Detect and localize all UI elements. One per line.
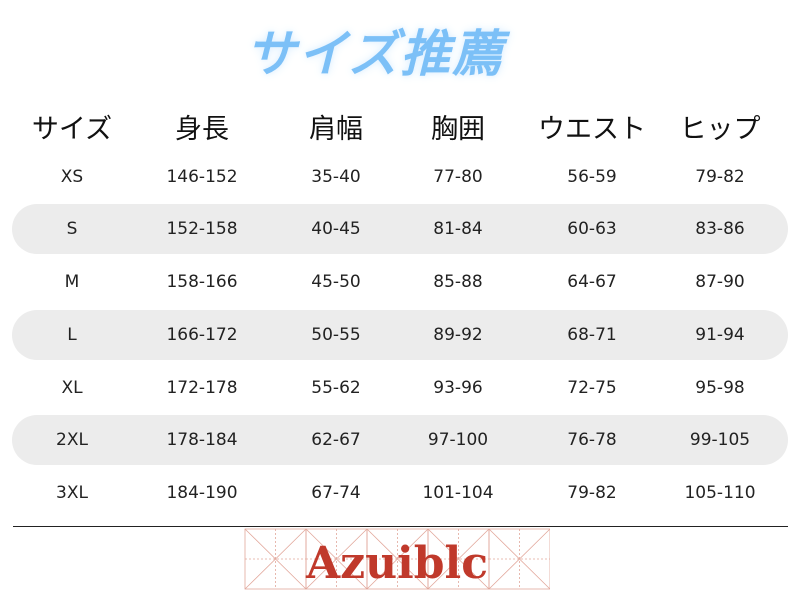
table-cell: 56-59 [567,167,617,187]
column-header: 肩幅 [309,114,363,145]
table-cell: XS [60,167,84,187]
brand-logo: Azuiblc [244,528,550,590]
table-cell: 45-50 [311,272,361,292]
table-cell: 62-67 [311,430,361,450]
table-cell: 2XL [56,430,88,450]
table-cell: M [64,272,80,292]
table-cell: 79-82 [695,167,745,187]
table-cell: 55-62 [311,378,361,398]
table-cell: 152-158 [166,219,238,239]
table-cell: 50-55 [311,325,361,345]
page-title: サイズ推薦 [245,25,505,83]
table-cell: 178-184 [166,430,238,450]
column-header: ウエスト [538,114,646,145]
table-cell: 79-82 [567,483,617,503]
table-cell: 146-152 [166,167,238,187]
table-cell: 83-86 [695,219,745,239]
table-cell: 91-94 [695,325,745,345]
table-cell: 64-67 [567,272,617,292]
table-cell: XL [61,378,83,398]
table-cell: 3XL [56,483,88,503]
table-cell: 158-166 [166,272,238,292]
table-cell: 67-74 [311,483,361,503]
table-cell: 40-45 [311,219,361,239]
table-cell: 60-63 [567,219,617,239]
row-band [12,204,788,254]
table-cell: S [66,219,78,239]
table-cell: 166-172 [166,325,238,345]
table-cell: 76-78 [567,430,617,450]
table-cell: 99-105 [689,430,751,450]
table-cell: 184-190 [166,483,238,503]
table-cell: 87-90 [695,272,745,292]
column-header: サイズ [31,114,113,145]
table-cell: 81-84 [433,219,483,239]
table-cell: 93-96 [433,378,483,398]
column-header: ヒップ [679,114,761,145]
row-band [12,310,788,360]
table-cell: 172-178 [166,378,238,398]
table-cell: 95-98 [695,378,745,398]
table-cell: 85-88 [433,272,483,292]
table-cell: 97-100 [427,430,489,450]
column-header: 身長 [175,114,229,145]
column-header: 胸囲 [431,114,485,145]
divider [13,526,788,527]
table-cell: 35-40 [311,167,361,187]
table-cell: L [67,325,77,345]
table-cell: 77-80 [433,167,483,187]
table-cell: 105-110 [684,483,756,503]
table-cell: 101-104 [422,483,494,503]
table-cell: 89-92 [433,325,483,345]
table-cell: 72-75 [567,378,617,398]
brand-name: Azuiblc [305,538,488,589]
table-cell: 68-71 [567,325,617,345]
row-band [12,415,788,465]
